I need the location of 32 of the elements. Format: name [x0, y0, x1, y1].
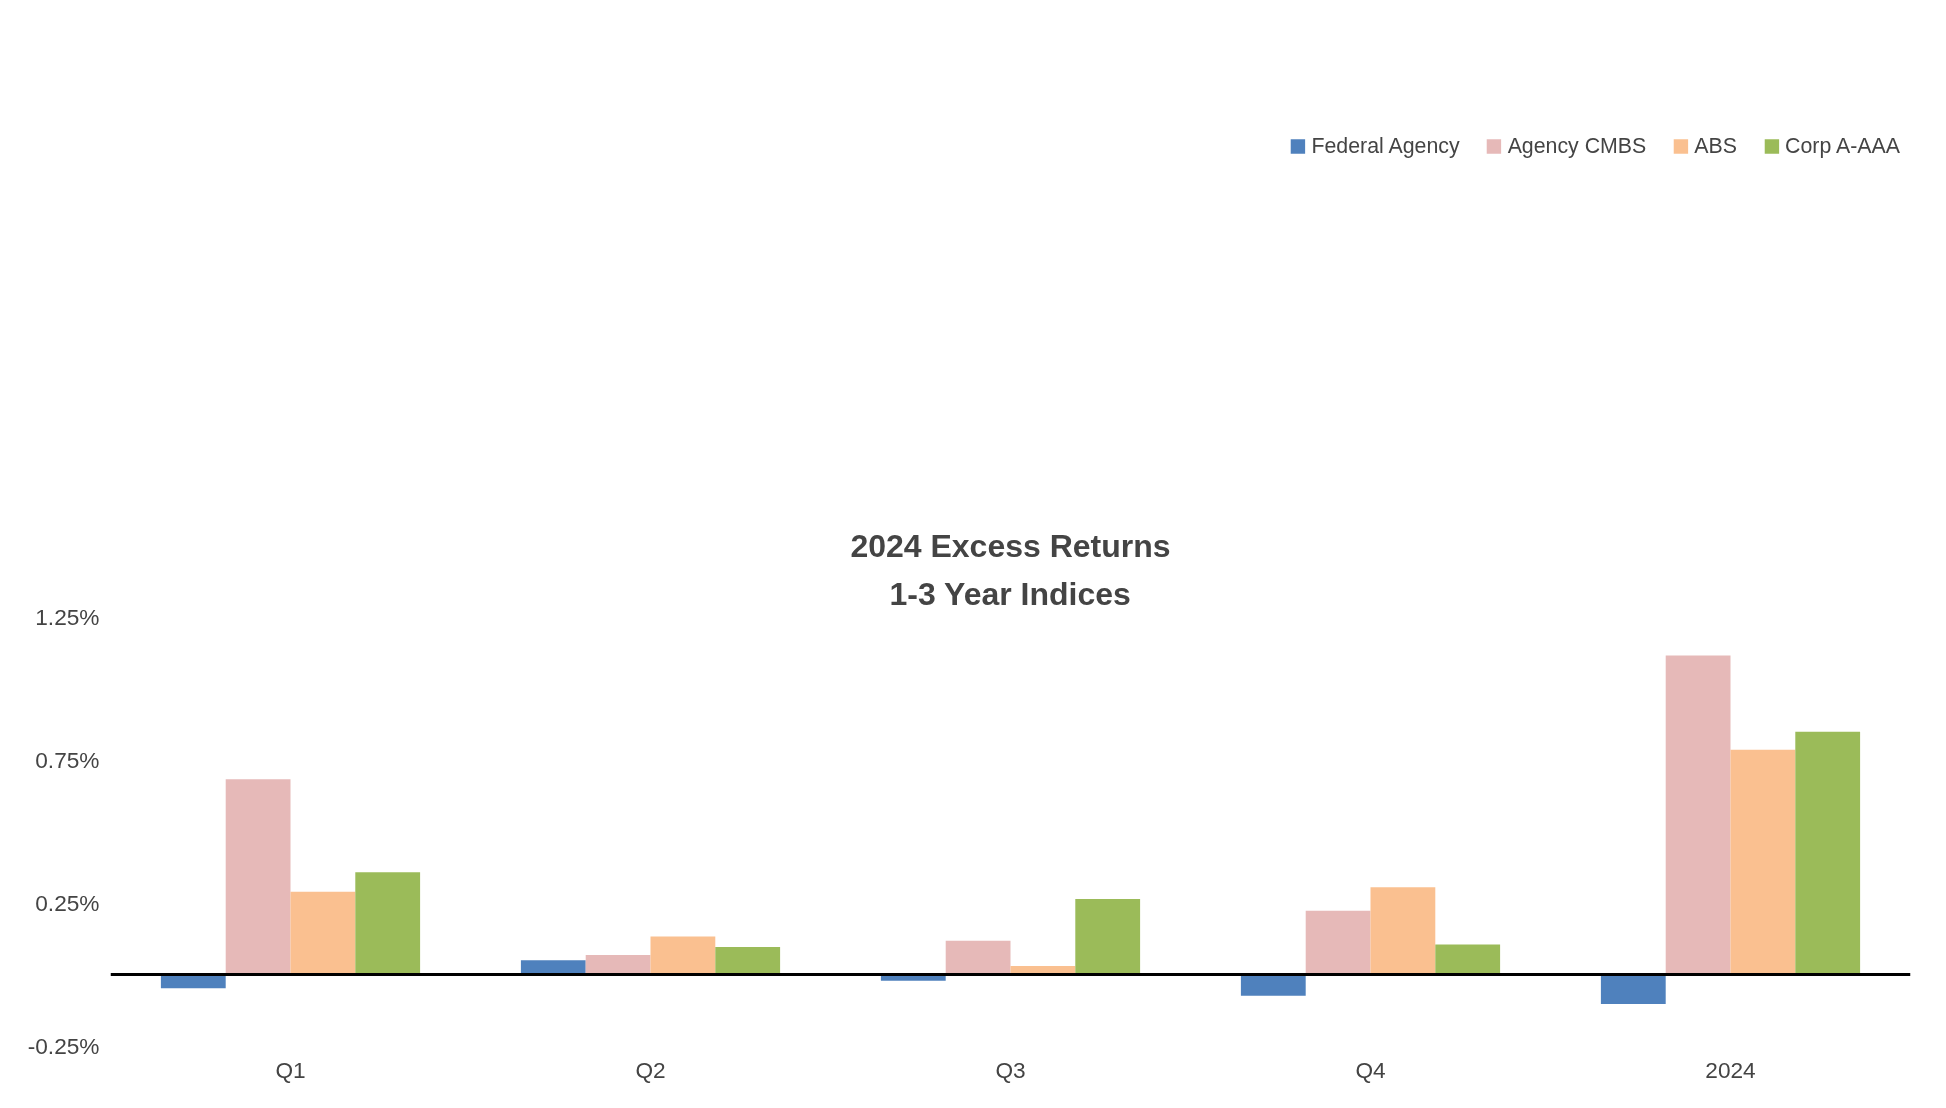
x-tick-label: Q1 [275, 1056, 306, 1083]
chart-title: 2024 Excess Returns [850, 527, 1171, 564]
legend-label: Federal Agency [1311, 133, 1460, 159]
bar [1795, 731, 1861, 974]
bar [585, 955, 651, 974]
x-tick-label: 2024 [1705, 1056, 1756, 1083]
y-tick-label: -0.25% [27, 1032, 100, 1059]
y-tick-label: 1.25% [35, 603, 100, 630]
bar [1240, 974, 1306, 996]
bar [945, 940, 1011, 974]
legend-label: Agency CMBS [1507, 133, 1647, 159]
x-tick-label: Q3 [995, 1056, 1026, 1083]
bar [1600, 974, 1666, 1005]
bar [355, 872, 421, 974]
bar [1435, 944, 1501, 974]
legend-label: Corp A-AAA [1785, 133, 1900, 159]
bar [650, 936, 716, 974]
x-tick-label: Q4 [1355, 1056, 1386, 1083]
bar [1730, 749, 1796, 974]
bar [290, 891, 356, 974]
y-tick-label: 0.75% [35, 746, 100, 773]
bar [520, 960, 586, 974]
bar [715, 947, 781, 974]
chart-subtitle: 1-3 Year Indices [889, 575, 1131, 612]
legend-label: ABS [1694, 133, 1738, 159]
bar [1665, 655, 1731, 974]
bar [1370, 887, 1436, 974]
bar [225, 779, 291, 974]
bar [1075, 899, 1141, 974]
x-tick-label: Q2 [635, 1056, 666, 1083]
bar [1305, 910, 1371, 974]
y-tick-label: 0.25% [35, 889, 100, 916]
